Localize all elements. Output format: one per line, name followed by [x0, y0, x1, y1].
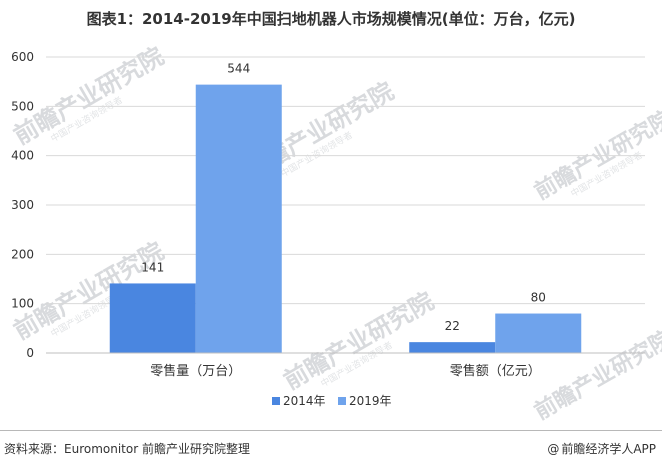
x-axis: 零售量（万台） 零售额（亿元）: [46, 352, 645, 379]
brand-credit: @ 前瞻经济学人APP: [547, 440, 656, 457]
y-tick-label: 300: [11, 198, 34, 212]
x-category-label: 零售量（万台）: [150, 363, 241, 379]
data-label: 141: [141, 260, 164, 274]
bar: [109, 283, 196, 353]
footer-divider: [0, 430, 662, 431]
y-tick-label: 0: [26, 346, 34, 360]
data-labels: 141 544 22 80: [141, 62, 546, 334]
chart-title: 图表1：2014-2019年中国扫地机器人市场规模情况(单位：万台，亿元): [86, 10, 576, 28]
y-tick-label: 100: [11, 297, 34, 311]
legend-swatch: [338, 397, 346, 405]
watermark-group: 前瞻产业研究院 中国产业咨询领导者 前瞻产业研究院 中国产业咨询领导者 前瞻产业…: [9, 42, 662, 425]
legend-swatch: [272, 397, 280, 405]
bars: [109, 84, 582, 354]
legend-label: 2014年: [283, 394, 326, 408]
y-tick-label: 200: [11, 247, 34, 261]
legend: 2014年 2019年: [272, 394, 392, 408]
brand-name: 前瞻经济学人APP: [561, 442, 656, 456]
y-tick-label: 500: [11, 99, 34, 113]
bar-chart: 前瞻产业研究院 中国产业咨询领导者 前瞻产业研究院 中国产业咨询领导者 前瞻产业…: [9, 42, 662, 425]
weibo-at-icon: @: [547, 442, 560, 456]
bar: [495, 313, 582, 353]
y-axis: 0 100 200 300 400 500 600: [11, 50, 34, 360]
bar: [409, 342, 496, 353]
x-category-label: 零售额（亿元）: [450, 363, 541, 379]
bar: [195, 84, 282, 354]
data-label: 22: [445, 319, 460, 333]
legend-label: 2019年: [349, 394, 392, 408]
data-label: 80: [531, 291, 546, 305]
source-note: 资料来源：Euromonitor 前瞻产业研究院整理: [4, 442, 250, 456]
data-label: 544: [227, 62, 250, 76]
y-tick-label: 600: [11, 50, 34, 64]
y-tick-label: 400: [11, 149, 34, 163]
